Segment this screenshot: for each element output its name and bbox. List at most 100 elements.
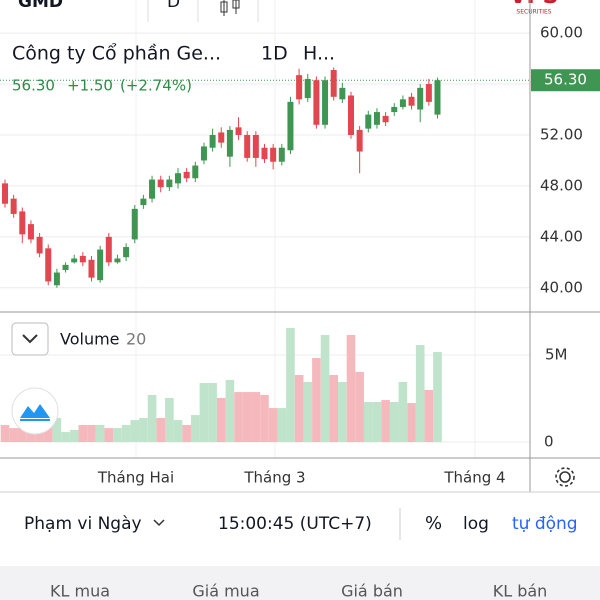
candle-body	[408, 96, 415, 106]
interval-button[interactable]: D	[167, 0, 180, 12]
volume-bar	[173, 420, 183, 442]
volume-bar	[78, 424, 88, 442]
volume-bar	[329, 374, 338, 442]
volume-bar	[0, 424, 10, 442]
candle-body	[131, 208, 138, 240]
volume-name: Volume	[60, 330, 120, 349]
volume-bar	[121, 424, 131, 442]
x-tick-label: Tháng 3	[243, 469, 305, 487]
volume-length: 20	[126, 330, 146, 349]
chevron	[22, 334, 38, 344]
volume-bar	[165, 397, 174, 442]
volume-bar	[87, 424, 96, 442]
volume-bar	[338, 381, 347, 442]
candle-body	[53, 272, 60, 286]
candle-body	[313, 80, 320, 125]
volume-bar	[364, 401, 373, 442]
percent-button[interactable]: %	[425, 513, 442, 534]
volume-bar	[312, 357, 321, 442]
candle-body	[175, 173, 181, 184]
candle-body	[296, 75, 303, 100]
candle-body	[62, 264, 69, 270]
clock[interactable]: 15:00:45 (UTC+7)	[218, 514, 372, 534]
candle-body	[330, 70, 337, 97]
log-button[interactable]: log	[463, 514, 489, 534]
volume-bar	[104, 428, 114, 442]
candle-body	[226, 129, 233, 157]
candle-body	[88, 259, 95, 278]
legend-name: Công ty Cổ phần Ge...	[12, 43, 221, 65]
chevron	[153, 519, 165, 527]
candle-body	[235, 127, 242, 135]
legend-change-pct: (+2.74%)	[120, 77, 192, 95]
volume-bar	[251, 392, 261, 442]
auto-button[interactable]: tự động	[512, 514, 578, 534]
top-bar: GMD D VPS SECURITIES	[18, 0, 559, 22]
x-tick-label: Tháng 4	[443, 469, 505, 487]
volume-bar	[139, 417, 148, 442]
candle-body	[97, 249, 104, 281]
last-price-badge	[531, 69, 600, 92]
candle-body	[45, 248, 52, 282]
candle-body	[287, 101, 294, 151]
volume-bar	[389, 401, 399, 442]
candle-body	[270, 147, 277, 162]
volume-bar	[398, 381, 408, 442]
candle-body	[417, 87, 424, 110]
table-header-cell: Giá mua	[192, 582, 259, 600]
candle-body	[183, 171, 190, 179]
volume-bar	[130, 420, 140, 442]
candle-body	[166, 179, 173, 188]
candle-body	[399, 99, 406, 107]
table-header-cell: Giá bán	[341, 582, 403, 600]
candle-body	[140, 198, 147, 206]
table-header-bg	[0, 566, 600, 600]
candle-body	[157, 179, 164, 188]
legend-exchange: H...	[303, 43, 335, 65]
candle-body	[123, 247, 130, 258]
candle-body	[252, 134, 259, 158]
range-button[interactable]: Phạm vi Ngày	[24, 514, 142, 534]
candle-body	[425, 84, 432, 102]
y-tick-label: 52.00	[540, 125, 583, 143]
volume-bar	[61, 432, 70, 442]
symbol[interactable]: GMD	[18, 0, 63, 12]
candle-body	[373, 112, 380, 125]
tv-logo[interactable]	[11, 387, 59, 435]
volume-bar	[346, 334, 356, 442]
logo: VPS	[510, 0, 559, 9]
chart-type-icon[interactable]	[220, 0, 240, 16]
table-header-cell: KL mua	[50, 582, 110, 600]
candle-body	[218, 132, 225, 143]
volume-bar	[320, 334, 330, 442]
volume-bar	[381, 400, 390, 442]
volume-bar	[234, 392, 243, 442]
volume-bar	[113, 428, 122, 442]
toolbar: Phạm vi Ngày 15:00:45 (UTC+7) % log tự đ…	[24, 508, 578, 540]
volume-tick-label: 5M	[545, 345, 568, 363]
legend-interval: 1D	[261, 43, 288, 65]
candle-body	[105, 236, 112, 263]
legend: Công ty Cổ phần Ge... 1D H... 56.30 +1.5…	[12, 43, 335, 95]
candle-body	[356, 129, 363, 152]
y-tick-label: 60.00	[540, 24, 583, 42]
volume-bar	[286, 328, 295, 442]
settings-icon[interactable]	[555, 467, 575, 487]
volume-bar	[191, 415, 200, 442]
candle-body	[244, 134, 251, 158]
volume-bar	[268, 408, 278, 442]
volume-bar	[407, 403, 416, 442]
table-header-cell: KL bán	[493, 582, 548, 600]
candle-body	[79, 255, 86, 263]
volume-bar	[277, 408, 287, 442]
candle-body	[19, 211, 26, 235]
legend-price: 56.30	[12, 77, 55, 95]
collapse-button[interactable]	[11, 322, 49, 356]
volume-bar	[95, 424, 105, 442]
candle-body	[339, 87, 346, 100]
logo-sub: SECURITIES	[516, 9, 551, 16]
volume-bar	[18, 428, 27, 442]
x-tick-label: Tháng Hai	[97, 469, 174, 487]
volume-bar	[182, 424, 191, 442]
